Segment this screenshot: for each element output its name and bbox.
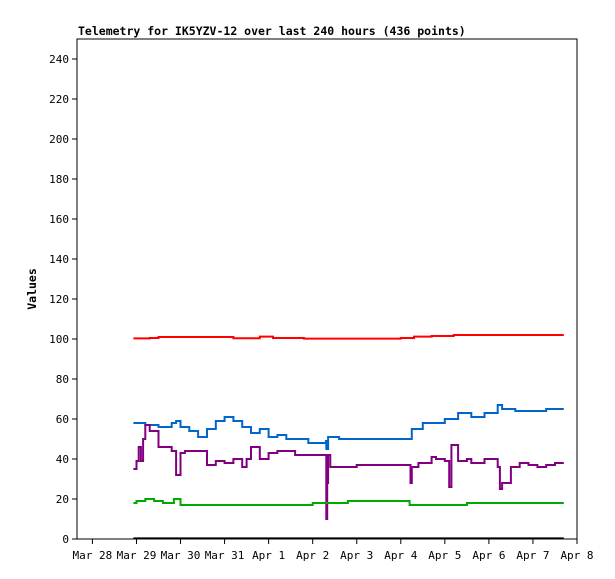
x-tick-label: Apr 8	[560, 549, 593, 562]
series-line-1	[133, 334, 564, 340]
x-tick-label: Apr 6	[472, 549, 505, 562]
x-tick-label: Apr 2	[296, 549, 329, 562]
y-tick-label: 20	[56, 493, 69, 506]
x-tick-label: Mar 29	[117, 549, 157, 562]
x-axis: Mar 28 Mar 29 Mar 30 Mar 31 Apr 1 Apr 2 Apr 3 A…	[73, 539, 594, 562]
series-line-4	[133, 498, 564, 506]
y-tick-label: 140	[49, 253, 69, 266]
y-axis: 0 20 40 60 80 100 120 140 160 180 200 220 240	[49, 53, 77, 546]
x-tick-label: Apr 5	[428, 549, 461, 562]
series-layer	[133, 334, 564, 540]
x-tick-label: Mar 30	[161, 549, 201, 562]
x-tick-label: Apr 7	[516, 549, 549, 562]
series-line-3	[133, 424, 564, 520]
y-tick-label: 180	[49, 173, 69, 186]
y-tick-label: 220	[49, 93, 69, 106]
x-tick-label: Apr 1	[252, 549, 285, 562]
y-tick-label: 0	[62, 533, 69, 546]
y-tick-label: 200	[49, 133, 69, 146]
y-tick-label: 100	[49, 333, 69, 346]
y-axis-label: Values	[25, 268, 39, 310]
y-tick-label: 80	[56, 373, 69, 386]
x-tick-label: Mar 31	[205, 549, 245, 562]
x-tick-label: Mar 28	[73, 549, 113, 562]
x-tick-label: Apr 3	[340, 549, 373, 562]
y-tick-label: 160	[49, 213, 69, 226]
chart-title: Telemetry for IK5YZV-12 over last 240 ho…	[78, 24, 466, 38]
y-tick-label: 60	[56, 413, 69, 426]
y-tick-label: 120	[49, 293, 69, 306]
series-line-2	[133, 404, 564, 450]
y-tick-label: 240	[49, 53, 69, 66]
y-tick-label: 40	[56, 453, 69, 466]
x-tick-label: Apr 4	[384, 549, 417, 562]
